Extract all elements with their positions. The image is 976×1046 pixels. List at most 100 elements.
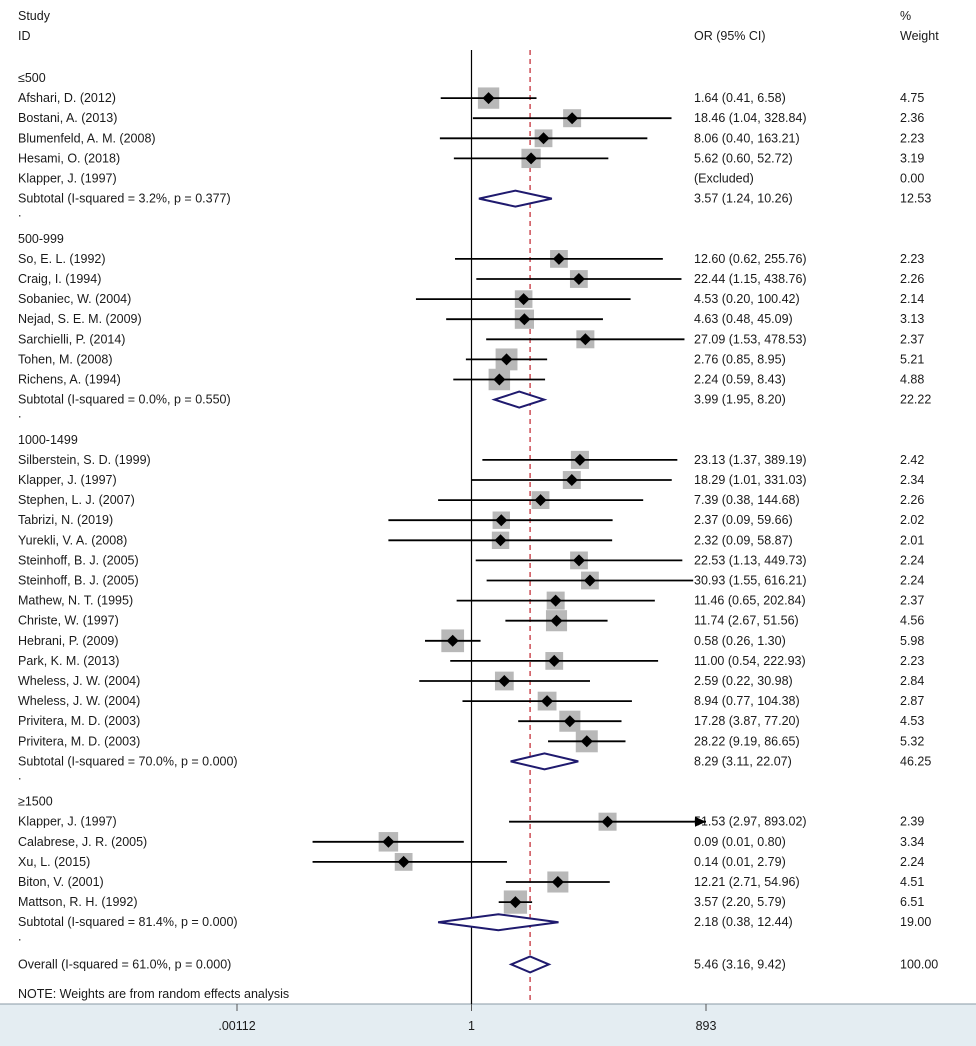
ci-label: 11.00 (0.54, 222.93) [694,654,806,668]
point-estimate [397,855,410,868]
point-estimate [549,594,562,607]
subtotal-diamond [491,390,548,409]
point-estimate [563,715,576,728]
weight-label: 2.01 [900,533,924,547]
point-estimate [580,735,593,748]
group-separator: . [18,929,21,943]
study-label: Hesami, O. (2018) [18,151,120,165]
ci-label: 28.22 (9.19, 86.65) [694,734,800,748]
group-heading: ≥1500 [18,795,53,809]
study-label: Privitera, M. D. (2003) [18,734,140,748]
study-label: Blumenfeld, A. M. (2008) [18,131,156,145]
point-estimate [382,835,395,848]
study-label: Tabrizi, N. (2019) [18,513,113,527]
weight-label: 2.37 [900,332,924,346]
ci-label: 11.46 (0.65, 202.84) [694,594,806,608]
point-estimate [551,876,564,888]
weight-label: 5.21 [900,352,924,366]
study-label: Klapper, J. (1997) [18,473,117,487]
subtotal-ci-label: 8.29 (3.11, 22.07) [694,754,792,768]
study-label: Mattson, R. H. (1992) [18,895,138,909]
study-label: Calabrese, J. R. (2005) [18,835,147,849]
weight-label: 2.23 [900,131,924,145]
subtotal-label: Subtotal (I-squared = 81.4%, p = 0.000) [18,915,238,929]
subtotal-ci-label: 3.57 (1.24, 10.26) [694,192,793,206]
ci-label: 2.24 (0.59, 8.43) [694,373,786,387]
point-estimate [517,293,530,306]
ci-label: 23.13 (1.37, 389.19) [694,453,807,467]
subtotal-label: Subtotal (I-squared = 3.2%, p = 0.377) [18,192,231,206]
subtotal-weight-label: 46.25 [900,754,931,768]
ci-label: 11.74 (2.67, 51.56) [694,614,799,628]
point-estimate [541,695,554,708]
group-separator: . [18,206,21,220]
group-heading: 500-999 [18,232,64,246]
x-axis-band [0,1004,976,1046]
ci-label: 12.21 (2.71, 54.96) [694,875,800,889]
ci-label: 18.46 (1.04, 328.84) [694,111,807,125]
weight-label: 2.36 [900,111,924,125]
weight-label: 3.13 [900,312,924,326]
weight-label: 3.19 [900,151,924,165]
ci-label: 2.59 (0.22, 30.98) [694,674,793,688]
weight-label: 2.37 [900,594,924,608]
study-label: Klapper, J. (1997) [18,172,117,186]
ci-label: 4.63 (0.48, 45.09) [694,312,793,326]
weight-label: 5.98 [900,634,924,648]
group-separator: . [18,769,21,783]
weight-label: 2.23 [900,252,924,266]
ci-label: 30.93 (1.55, 616.21) [694,574,807,588]
study-label: So, E. L. (1992) [18,252,106,266]
point-estimate [601,815,614,828]
weight-label: 2.14 [900,292,924,306]
overall-weight-label: 100.00 [900,957,938,971]
point-estimate [572,273,585,285]
study-label: Stephen, L. J. (2007) [18,493,135,507]
point-estimate [573,554,586,567]
subtotal-weight-label: 19.00 [900,915,931,929]
ci-label: 51.53 (2.97, 893.02) [694,815,807,829]
point-estimate [498,675,511,687]
x-tick-label: 1 [468,1019,475,1033]
point-estimate [482,92,495,105]
subtotal-diamond [437,913,559,932]
point-estimate [525,152,538,165]
ci-label: 0.09 (0.01, 0.80) [694,835,786,849]
study-label: Privitera, M. D. (2003) [18,714,140,728]
ci-label: 1.64 (0.41, 6.58) [694,91,786,105]
ci-label: 2.32 (0.09, 58.87) [694,533,793,547]
study-label: Silberstein, S. D. (1999) [18,453,151,467]
weight-label: 2.24 [900,855,924,869]
point-estimate [552,252,565,265]
header-study: Study [18,9,51,23]
study-label: Xu, L. (2015) [18,855,90,869]
note-text: NOTE: Weights are from random effects an… [18,987,289,1001]
weight-label: 2.24 [900,574,924,588]
weight-label: 4.53 [900,714,924,728]
header-percent: % [900,9,911,23]
point-estimate [495,514,508,527]
study-label: Wheless, J. W. (2004) [18,674,140,688]
weight-label: 2.42 [900,453,924,467]
subtotal-diamond [478,189,553,208]
study-label: Park, K. M. (2013) [18,654,119,668]
header-id: ID [18,29,31,43]
ci-label: 7.39 (0.38, 144.68) [694,493,800,507]
ci-label: 3.57 (2.20, 5.79) [694,895,786,909]
study-label: Steinhoff, B. J. (2005) [18,553,139,567]
point-estimate [537,132,550,145]
point-estimate [500,353,513,366]
ci-label: 0.58 (0.26, 1.30) [694,634,786,648]
study-label: Yurekli, V. A. (2008) [18,533,127,547]
overall-diamond [508,955,552,974]
study-label: Klapper, J. (1997) [18,815,117,829]
study-label: Christe, W. (1997) [18,614,119,628]
ci-label: 5.62 (0.60, 52.72) [694,151,793,165]
point-estimate [548,654,561,667]
overall-ci-label: 5.46 (3.16, 9.42) [694,957,786,971]
point-estimate [573,453,586,466]
group-separator: . [18,407,21,421]
ci-label: 8.94 (0.77, 104.38) [694,694,800,708]
study-label: Biton, V. (2001) [18,875,104,889]
